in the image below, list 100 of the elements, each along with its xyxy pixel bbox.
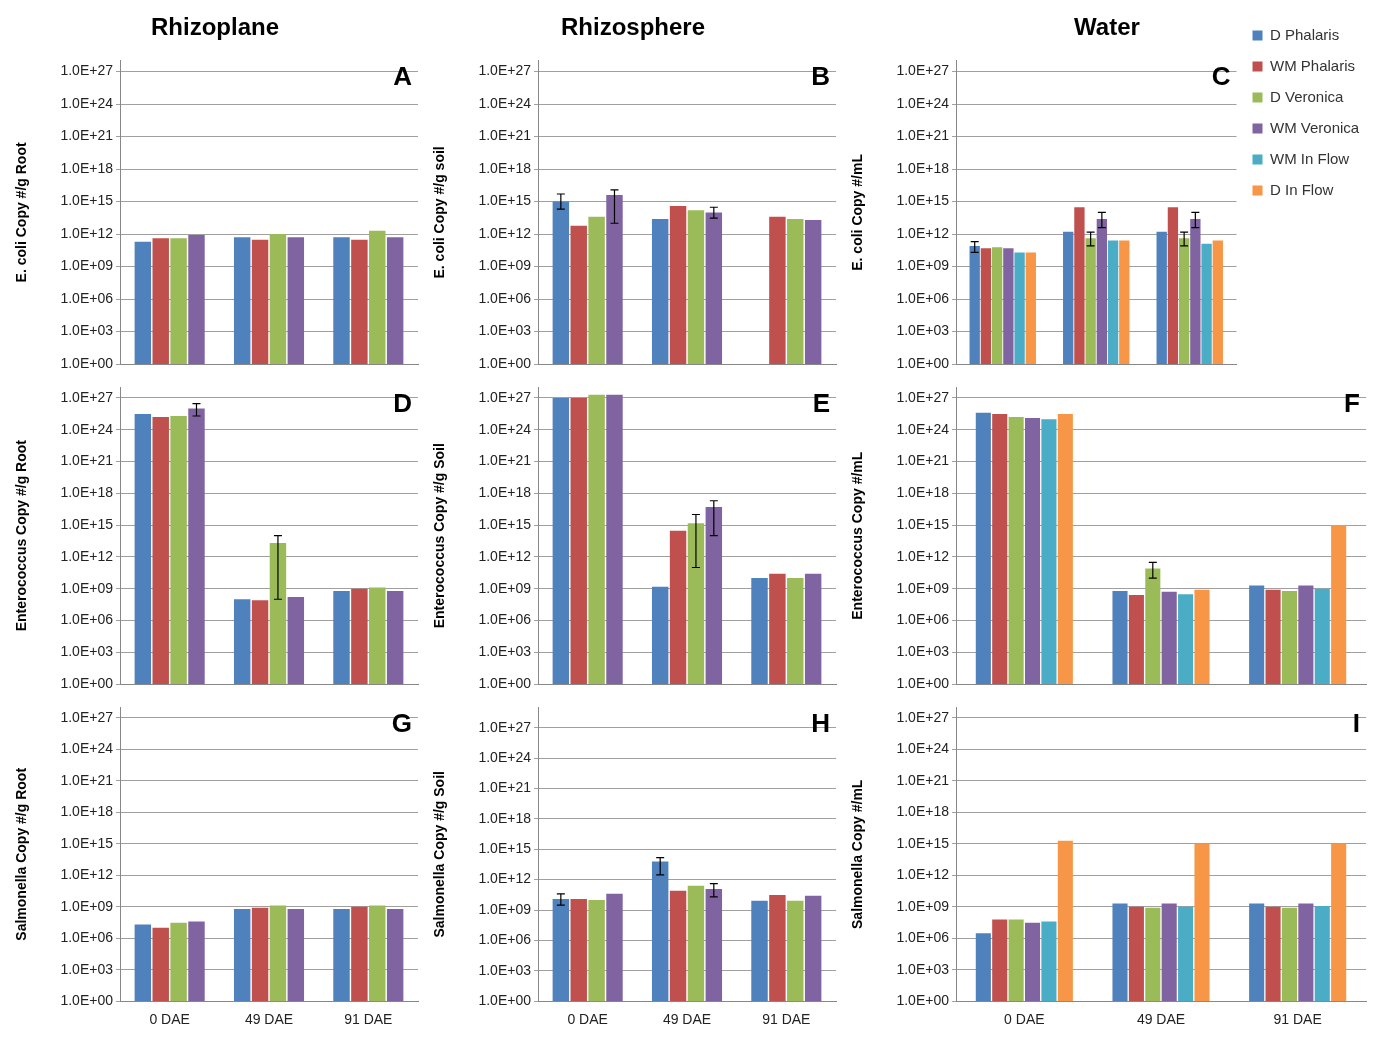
y-tick-label: 1.0E+09 — [478, 579, 532, 596]
y-tick-label: 1.0E+03 — [478, 322, 532, 339]
y-tick-label: 1.0E+21 — [896, 127, 950, 144]
y-axis-title: Enterococcus Copy #/g Root — [13, 439, 30, 632]
y-tick-label: 1.0E+24 — [478, 94, 532, 111]
y-tick-label: 1.0E+15 — [896, 515, 950, 532]
x-tick-label: 49 DAE — [662, 1011, 712, 1028]
y-tick-label: 1.0E+00 — [896, 354, 950, 371]
y-tick-label: 1.0E+03 — [896, 960, 950, 977]
y-tick-label: 1.0E+18 — [60, 484, 114, 501]
chart-title: Rhizosphere — [560, 13, 706, 41]
legend-label: D In Flow — [1270, 180, 1334, 198]
y-tick-label: 1.0E+27 — [896, 62, 950, 79]
y-tick-label: 1.0E+27 — [60, 62, 114, 79]
legend-label: D Phalaris — [1270, 25, 1340, 43]
y-tick-label: 1.0E+21 — [478, 127, 532, 144]
y-tick-label: 1.0E+12 — [896, 547, 950, 564]
y-tick-label: 1.0E+03 — [60, 960, 114, 977]
y-tick-label: 1.0E+21 — [60, 452, 114, 469]
y-tick-label: 1.0E+03 — [60, 322, 114, 339]
y-tick-label: 1.0E+18 — [896, 484, 950, 501]
y-tick-label: 1.0E+21 — [896, 452, 950, 469]
y-tick-label: 1.0E+12 — [478, 547, 532, 564]
y-tick-label: 1.0E+06 — [60, 929, 114, 946]
chart-title: Water — [1074, 13, 1140, 41]
y-tick-label: 1.0E+06 — [896, 929, 950, 946]
y-tick-label: 1.0E+18 — [896, 803, 950, 820]
y-tick-label: 1.0E+15 — [478, 515, 532, 532]
y-axis-title: Enterococcus Copy #/g Soil — [431, 443, 448, 629]
y-tick-label: 1.0E+00 — [478, 354, 532, 371]
y-tick-label: 1.0E+12 — [896, 866, 950, 883]
y-tick-label: 1.0E+09 — [478, 900, 532, 917]
y-tick-label: 1.0E+18 — [478, 159, 532, 176]
y-tick-label: 1.0E+03 — [60, 643, 114, 660]
y-tick-label: 1.0E+24 — [60, 420, 114, 437]
y-tick-label: 1.0E+24 — [478, 748, 532, 765]
y-tick-label: 1.0E+06 — [896, 611, 950, 628]
y-axis-title: Salmonella Copy #/mL — [849, 779, 866, 929]
legend-label: WM In Flow — [1270, 149, 1350, 167]
y-tick-label: 1.0E+15 — [60, 834, 114, 851]
y-tick-label: 1.0E+18 — [60, 803, 114, 820]
y-tick-label: 1.0E+00 — [60, 992, 114, 1009]
y-tick-label: 1.0E+00 — [60, 354, 114, 371]
y-tick-label: 1.0E+09 — [478, 257, 532, 274]
annotation: C — [1211, 60, 1231, 91]
y-tick-label: 1.0E+09 — [896, 579, 950, 596]
y-tick-label: 1.0E+15 — [478, 840, 532, 857]
y-tick-label: 1.0E+27 — [478, 62, 532, 79]
y-tick-label: 1.0E+21 — [896, 771, 950, 788]
annotation: A — [393, 60, 413, 91]
y-tick-label: 1.0E+00 — [896, 992, 950, 1009]
y-tick-label: 1.0E+15 — [60, 515, 114, 532]
x-tick-label: 0 DAE — [1004, 1011, 1045, 1028]
x-tick-label: 91 DAE — [1273, 1011, 1322, 1028]
y-tick-label: 1.0E+12 — [896, 224, 950, 241]
annotation: G — [391, 707, 412, 738]
y-tick-label: 1.0E+12 — [478, 870, 532, 887]
annotation: D — [393, 387, 412, 418]
y-tick-label: 1.0E+12 — [478, 224, 532, 241]
annotation: B — [811, 60, 830, 91]
y-tick-label: 1.0E+21 — [60, 771, 114, 788]
y-tick-label: 1.0E+12 — [60, 866, 114, 883]
y-axis-title: E. coli Copy #/g Root — [13, 142, 30, 283]
x-tick-label: 0 DAE — [567, 1011, 608, 1028]
y-tick-label: 1.0E+27 — [478, 388, 532, 405]
legend-label: WM Phalaris — [1270, 56, 1356, 74]
x-tick-label: 0 DAE — [149, 1011, 190, 1028]
y-tick-label: 1.0E+09 — [60, 257, 114, 274]
y-tick-label: 1.0E+21 — [478, 779, 532, 796]
y-tick-label: 1.0E+18 — [60, 159, 114, 176]
x-tick-label: 49 DAE — [1136, 1011, 1186, 1028]
y-axis-title: E. coli Copy #/mL — [849, 153, 866, 271]
y-tick-label: 1.0E+21 — [60, 127, 114, 144]
y-tick-label: 1.0E+03 — [896, 643, 950, 660]
y-tick-label: 1.0E+24 — [896, 740, 950, 757]
y-tick-label: 1.0E+06 — [478, 931, 532, 948]
y-tick-label: 1.0E+09 — [60, 579, 114, 596]
x-tick-label: 49 DAE — [244, 1011, 294, 1028]
y-tick-label: 1.0E+03 — [896, 322, 950, 339]
y-tick-label: 1.0E+27 — [896, 388, 950, 405]
annotation: H — [811, 707, 830, 738]
x-tick-label: 91 DAE — [762, 1011, 811, 1028]
chart-title: Rhizoplane — [150, 13, 280, 41]
y-tick-label: 1.0E+00 — [896, 674, 950, 691]
y-tick-label: 1.0E+00 — [478, 992, 532, 1009]
y-tick-label: 1.0E+15 — [60, 192, 114, 209]
y-tick-label: 1.0E+27 — [60, 708, 114, 725]
y-tick-label: 1.0E+24 — [478, 420, 532, 437]
y-tick-label: 1.0E+09 — [60, 897, 114, 914]
y-tick-label: 1.0E+06 — [478, 289, 532, 306]
y-axis-title: Salmonella Copy #/g Soil — [431, 771, 448, 938]
y-tick-label: 1.0E+24 — [896, 420, 950, 437]
y-tick-label: 1.0E+03 — [478, 961, 532, 978]
annotation: I — [1352, 707, 1360, 738]
y-tick-label: 1.0E+27 — [896, 708, 950, 725]
y-tick-label: 1.0E+06 — [896, 289, 950, 306]
legend-label: D Veronica — [1270, 87, 1345, 105]
y-tick-label: 1.0E+24 — [60, 740, 114, 757]
y-tick-label: 1.0E+06 — [60, 289, 114, 306]
y-axis-title: E. coli Copy #/g soil — [431, 146, 448, 279]
